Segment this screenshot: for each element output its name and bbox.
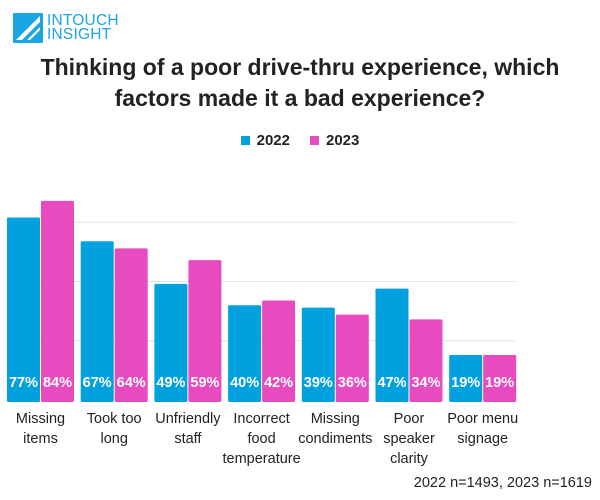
bar-2022 — [80, 241, 114, 402]
chart-title: Thinking of a poor drive-thru experience… — [40, 54, 560, 111]
category-label: Missing condiments — [295, 409, 375, 449]
logo-line1: INTOUCH — [47, 12, 119, 29]
bar-2023 — [41, 200, 74, 402]
data-label: 19% — [451, 375, 480, 391]
category-label-line: food — [247, 431, 276, 447]
logo: INTOUCH INSIGHT — [13, 13, 119, 43]
bar-2022 — [228, 305, 262, 402]
category-label-line: Missing — [15, 411, 66, 427]
legend-item-2022: 2022 — [240, 132, 290, 149]
sample-size-note: 2022 n=1493, 2023 n=1619 — [413, 475, 592, 491]
category-label-line: temperature — [222, 451, 301, 467]
category-label-line: Incorrect — [233, 411, 290, 427]
category-label-line: items — [23, 431, 58, 447]
logo-mark-icon — [13, 13, 43, 43]
category-label-line: Poor menu — [447, 411, 519, 427]
logo-text: INTOUCH INSIGHT — [47, 12, 119, 43]
data-label: 19% — [485, 375, 514, 391]
legend: 2022 2023 — [0, 132, 600, 149]
data-label: 39% — [304, 375, 333, 391]
bar-2023 — [262, 300, 296, 402]
data-label: 49% — [156, 375, 185, 391]
bar-2022 — [301, 307, 335, 402]
category-label-line: Poor — [393, 411, 425, 427]
bar-2023 — [114, 248, 148, 402]
category-label: Poor menu signage — [443, 409, 523, 449]
bar-2023 — [188, 260, 222, 402]
category-label: Incorrect food temperature — [222, 409, 302, 469]
data-label: 36% — [338, 375, 367, 391]
category-label-line: long — [100, 431, 128, 447]
legend-label: 2023 — [326, 132, 360, 149]
category-label-line: Took too — [86, 411, 142, 427]
legend-swatch — [310, 136, 319, 145]
bar-2022 — [449, 354, 483, 402]
bar-2023 — [483, 354, 517, 402]
bar-2022 — [154, 283, 188, 402]
data-label: 42% — [264, 375, 293, 391]
category-label: Took too long — [74, 409, 154, 449]
category-label: Unfriendly staff — [148, 409, 228, 449]
category-label-line: Missing — [310, 411, 360, 427]
bar-2023 — [409, 319, 443, 402]
category-label-line: staff — [174, 431, 202, 447]
legend-item-2023: 2023 — [310, 132, 359, 149]
category-label-line: signage — [457, 431, 509, 447]
data-label: 77% — [9, 375, 38, 391]
category-label: Missing items — [1, 409, 81, 449]
data-label: 40% — [230, 375, 259, 391]
data-label: 59% — [190, 375, 219, 391]
category-label-line: clarity — [390, 451, 428, 467]
category-label-line: Unfriendly — [155, 411, 221, 427]
legend-label: 2022 — [256, 132, 290, 149]
bar-2022 — [7, 217, 40, 402]
bar-2022 — [375, 288, 409, 402]
data-label: 34% — [411, 375, 440, 391]
category-label: Poor speaker clarity — [369, 409, 449, 469]
category-label-line: speaker — [383, 431, 435, 447]
data-label: 47% — [377, 375, 406, 391]
category-label-line: condiments — [298, 431, 373, 447]
logo-line2: INSIGHT — [47, 26, 112, 43]
data-label: 84% — [43, 375, 72, 391]
data-label: 67% — [83, 375, 112, 391]
data-label: 64% — [117, 375, 146, 391]
legend-swatch — [240, 136, 250, 145]
bar-2023 — [335, 314, 369, 402]
